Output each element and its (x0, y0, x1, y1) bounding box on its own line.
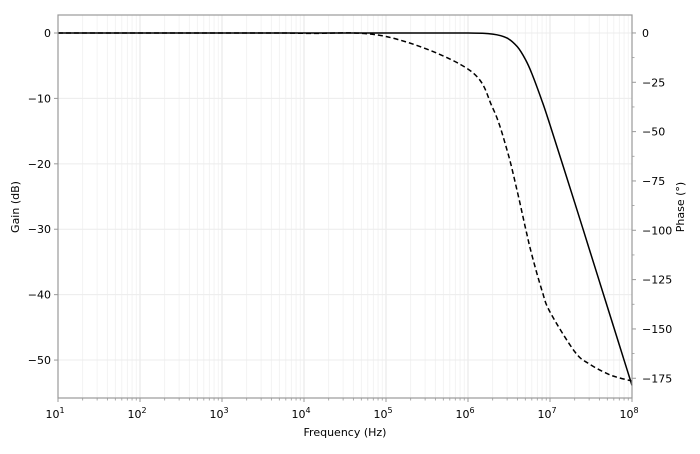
y-right-tick-label: −25 (642, 76, 665, 89)
y-tick-label: −40 (28, 289, 51, 302)
y-tick-label: −50 (28, 354, 51, 367)
gain-line (58, 32, 633, 386)
series-lines (57, 32, 633, 386)
x-tick-label: 104 (291, 406, 310, 421)
x-tick-label: 102 (127, 406, 146, 421)
x-tick-label: 107 (537, 406, 556, 421)
x-tick-label: 103 (209, 406, 228, 421)
y-right-tick-label: −125 (642, 274, 672, 287)
y-tick-label: −30 (28, 223, 51, 236)
x-tick-label: 106 (455, 406, 474, 421)
y-right-tick-label: −100 (642, 224, 672, 237)
y-axis-label: Gain (dB) (9, 181, 22, 233)
x-tick-label: 108 (619, 406, 638, 421)
x-tick-label: 105 (373, 406, 392, 421)
plot-frame (57, 14, 633, 399)
y-right-tick-label: −75 (642, 175, 665, 188)
y-right-tick-label: 0 (642, 27, 649, 40)
y-right-axis-label: Phase (°) (674, 182, 687, 232)
y-tick-label: −20 (28, 158, 51, 171)
x-tick-label: 101 (45, 406, 64, 421)
y-right-tick-label: −50 (642, 126, 665, 139)
y-right-tick-label: −175 (642, 372, 672, 385)
x-axis-label: Frequency (Hz) (304, 426, 387, 439)
y-right-tick-label: −150 (642, 323, 672, 336)
axes: 101 102 103 104 105 106 107 108 0 −10 −20 −30 −40 −50… (28, 27, 672, 421)
y-tick-label: −10 (28, 92, 51, 105)
grid (57, 15, 632, 398)
y-tick-label: 0 (44, 27, 51, 40)
